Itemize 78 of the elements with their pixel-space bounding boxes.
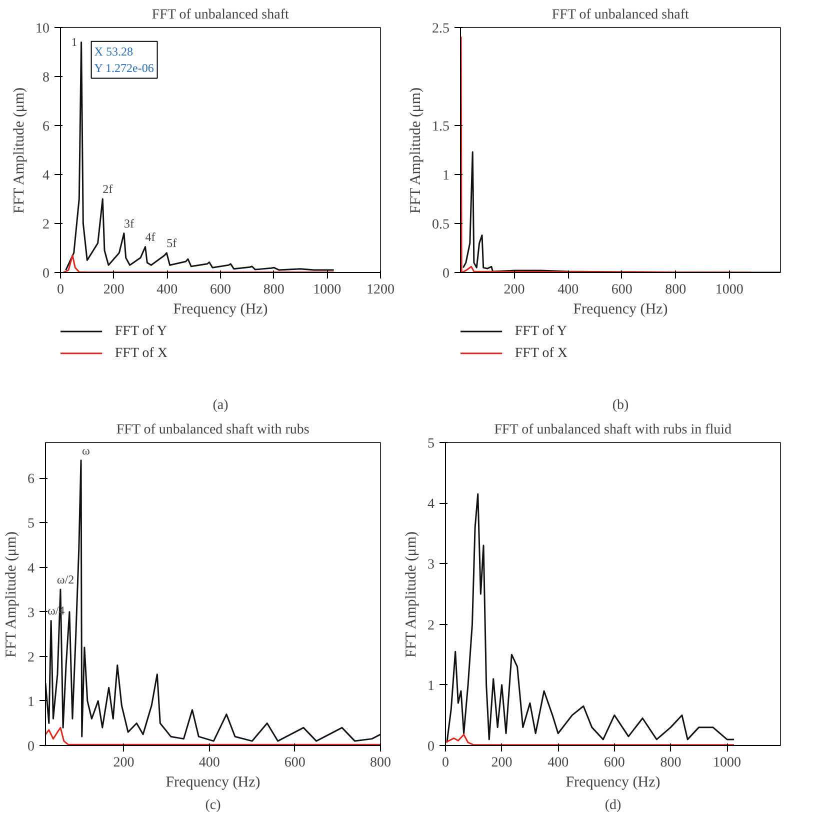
x-tick-label: 400	[558, 282, 579, 298]
y-tick-label: 1.5	[432, 120, 450, 134]
x-tick-label: 200	[491, 756, 512, 770]
y-tick-label: 5	[428, 436, 434, 452]
x-tick-label: 600	[604, 756, 625, 770]
text: (a)	[212, 398, 229, 413]
x-tick-label: 800	[665, 282, 686, 298]
x-tick-label: 1000	[715, 282, 744, 298]
x-tick-label: 1200	[366, 282, 394, 298]
x-axis-title: Frequency (Hz)	[566, 774, 660, 790]
y-tick-label: 0	[42, 266, 50, 282]
y-axis-title: FFT Amplitude (μm)	[408, 87, 424, 214]
y-tick-label: 5	[28, 516, 34, 532]
y-tick-label: 4	[28, 561, 34, 576]
chart-title: FFT of unbalanced shaft with rubs in fluid	[494, 422, 732, 438]
annotation: ω/2	[56, 572, 74, 587]
x-tick-label: 600	[284, 756, 306, 770]
x-tick-label: 200	[103, 282, 124, 298]
annotation: 1	[71, 35, 78, 50]
y-tick-label: 3	[28, 606, 34, 621]
legend-label: FFT of Y	[514, 324, 568, 339]
y-tick-label: 8	[42, 70, 50, 86]
line-series	[446, 734, 735, 746]
line-series	[46, 460, 380, 742]
annotation: ω	[82, 443, 90, 458]
x-tick-label: 600	[611, 282, 632, 298]
y-tick-label: 1	[442, 168, 450, 184]
x-tick-label: 1000	[713, 756, 742, 770]
y-tick-label: 2	[42, 218, 50, 232]
annotation: 4f	[145, 230, 156, 244]
x-tick-label: 400	[156, 282, 178, 298]
x-axis-title: Frequency (Hz)	[166, 774, 260, 790]
line-series	[446, 493, 735, 744]
x-tick-label: 400	[198, 756, 220, 770]
annotation: 5f	[166, 236, 177, 250]
annotation: 2f	[102, 182, 113, 196]
y-tick-label: 0	[442, 266, 450, 282]
x-axis-title: Frequency (Hz)	[173, 302, 268, 318]
x-axis-title: Frequency (Hz)	[573, 302, 668, 318]
y-tick-label: 2.5	[432, 22, 450, 36]
annotation: X 53.28 Y 1.272e-06	[94, 44, 154, 76]
x-tick-label: 0	[57, 282, 64, 298]
x-tick-label: 600	[210, 282, 231, 298]
x-tick-label: 800	[660, 756, 682, 770]
x-tick-label: 200	[113, 756, 134, 770]
legend-label: FFT of X	[514, 346, 568, 361]
x-tick-label: 200	[504, 282, 525, 298]
x-tick-label: 800	[263, 282, 284, 298]
annotation: 3f	[124, 216, 134, 230]
y-tick-label: 4	[42, 168, 50, 184]
line-series	[460, 36, 752, 272]
y-tick-label: 6	[28, 472, 34, 488]
y-axis-title: FFT Amplitude (μm)	[404, 531, 420, 658]
text: (c)	[205, 798, 222, 813]
y-tick-label: 0	[428, 740, 434, 754]
y-tick-label: 2	[28, 650, 34, 666]
y-tick-label: 10	[36, 22, 50, 36]
y-tick-label: 1	[28, 694, 34, 710]
chart-title: FFT of unbalanced shaft	[152, 8, 289, 22]
y-tick-label: 2	[428, 618, 434, 634]
y-tick-label: 1	[428, 678, 434, 694]
y-tick-label: 0.5	[432, 218, 450, 232]
x-tick-label: 1000	[313, 282, 342, 298]
y-axis-title: FFT Amplitude (μm)	[12, 87, 28, 214]
text: (d)	[604, 798, 622, 813]
y-axis-title: FFT Amplitude (μm)	[4, 531, 20, 658]
y-tick-label: 4	[428, 497, 434, 512]
legend-label: FFT of X	[114, 346, 168, 361]
text: (b)	[612, 398, 629, 413]
chart-title: FFT of unbalanced shaft with rubs	[116, 422, 310, 438]
chart-title: FFT of unbalanced shaft	[552, 8, 689, 22]
y-tick-label: 0	[28, 740, 34, 754]
y-tick-label: 6	[42, 120, 50, 134]
x-tick-label: 800	[370, 756, 391, 770]
legend-label: FFT of Y	[114, 324, 168, 339]
x-tick-label: 400	[548, 756, 569, 770]
line-series	[62, 254, 335, 272]
y-tick-label: 3	[428, 558, 434, 573]
